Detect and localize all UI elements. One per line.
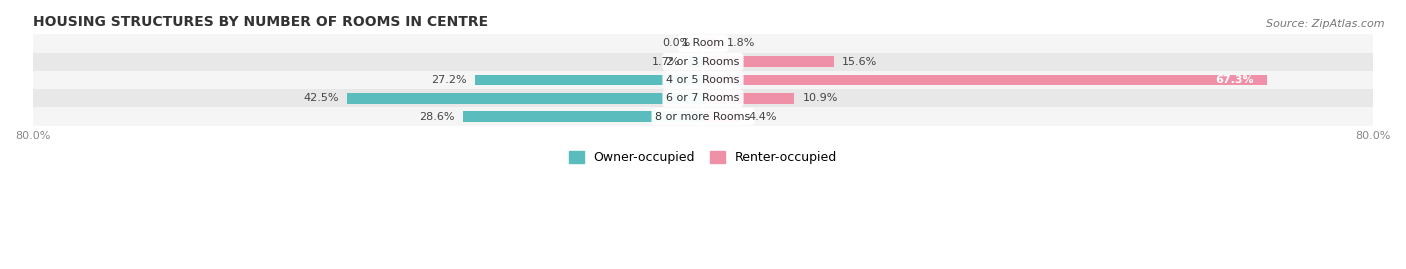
Bar	[32, 34, 1374, 53]
Text: 15.6%: 15.6%	[842, 57, 877, 67]
Text: 0.0%: 0.0%	[662, 38, 690, 48]
Bar	[703, 75, 1267, 86]
Bar	[475, 75, 703, 86]
Bar	[464, 111, 703, 122]
Text: 4 or 5 Rooms: 4 or 5 Rooms	[666, 75, 740, 85]
Text: 2 or 3 Rooms: 2 or 3 Rooms	[666, 57, 740, 67]
Text: 67.3%: 67.3%	[1216, 75, 1254, 85]
Text: 1.8%: 1.8%	[727, 38, 755, 48]
Bar	[32, 107, 1374, 126]
Bar	[32, 53, 1374, 71]
Bar	[703, 38, 718, 49]
Text: 10.9%: 10.9%	[803, 93, 838, 103]
Bar	[32, 71, 1374, 89]
Bar	[689, 56, 703, 67]
Text: 1.7%: 1.7%	[652, 57, 681, 67]
Bar	[703, 56, 834, 67]
Text: 1 Room: 1 Room	[682, 38, 724, 48]
Text: HOUSING STRUCTURES BY NUMBER OF ROOMS IN CENTRE: HOUSING STRUCTURES BY NUMBER OF ROOMS IN…	[32, 15, 488, 29]
Text: 42.5%: 42.5%	[304, 93, 339, 103]
Text: 6 or 7 Rooms: 6 or 7 Rooms	[666, 93, 740, 103]
Bar	[703, 93, 794, 104]
Bar	[703, 111, 740, 122]
Text: 4.4%: 4.4%	[748, 112, 776, 122]
Text: 28.6%: 28.6%	[419, 112, 456, 122]
Bar	[32, 89, 1374, 107]
Text: 8 or more Rooms: 8 or more Rooms	[655, 112, 751, 122]
Text: Source: ZipAtlas.com: Source: ZipAtlas.com	[1267, 19, 1385, 29]
Legend: Owner-occupied, Renter-occupied: Owner-occupied, Renter-occupied	[567, 149, 839, 167]
Bar	[347, 93, 703, 104]
Text: 27.2%: 27.2%	[432, 75, 467, 85]
